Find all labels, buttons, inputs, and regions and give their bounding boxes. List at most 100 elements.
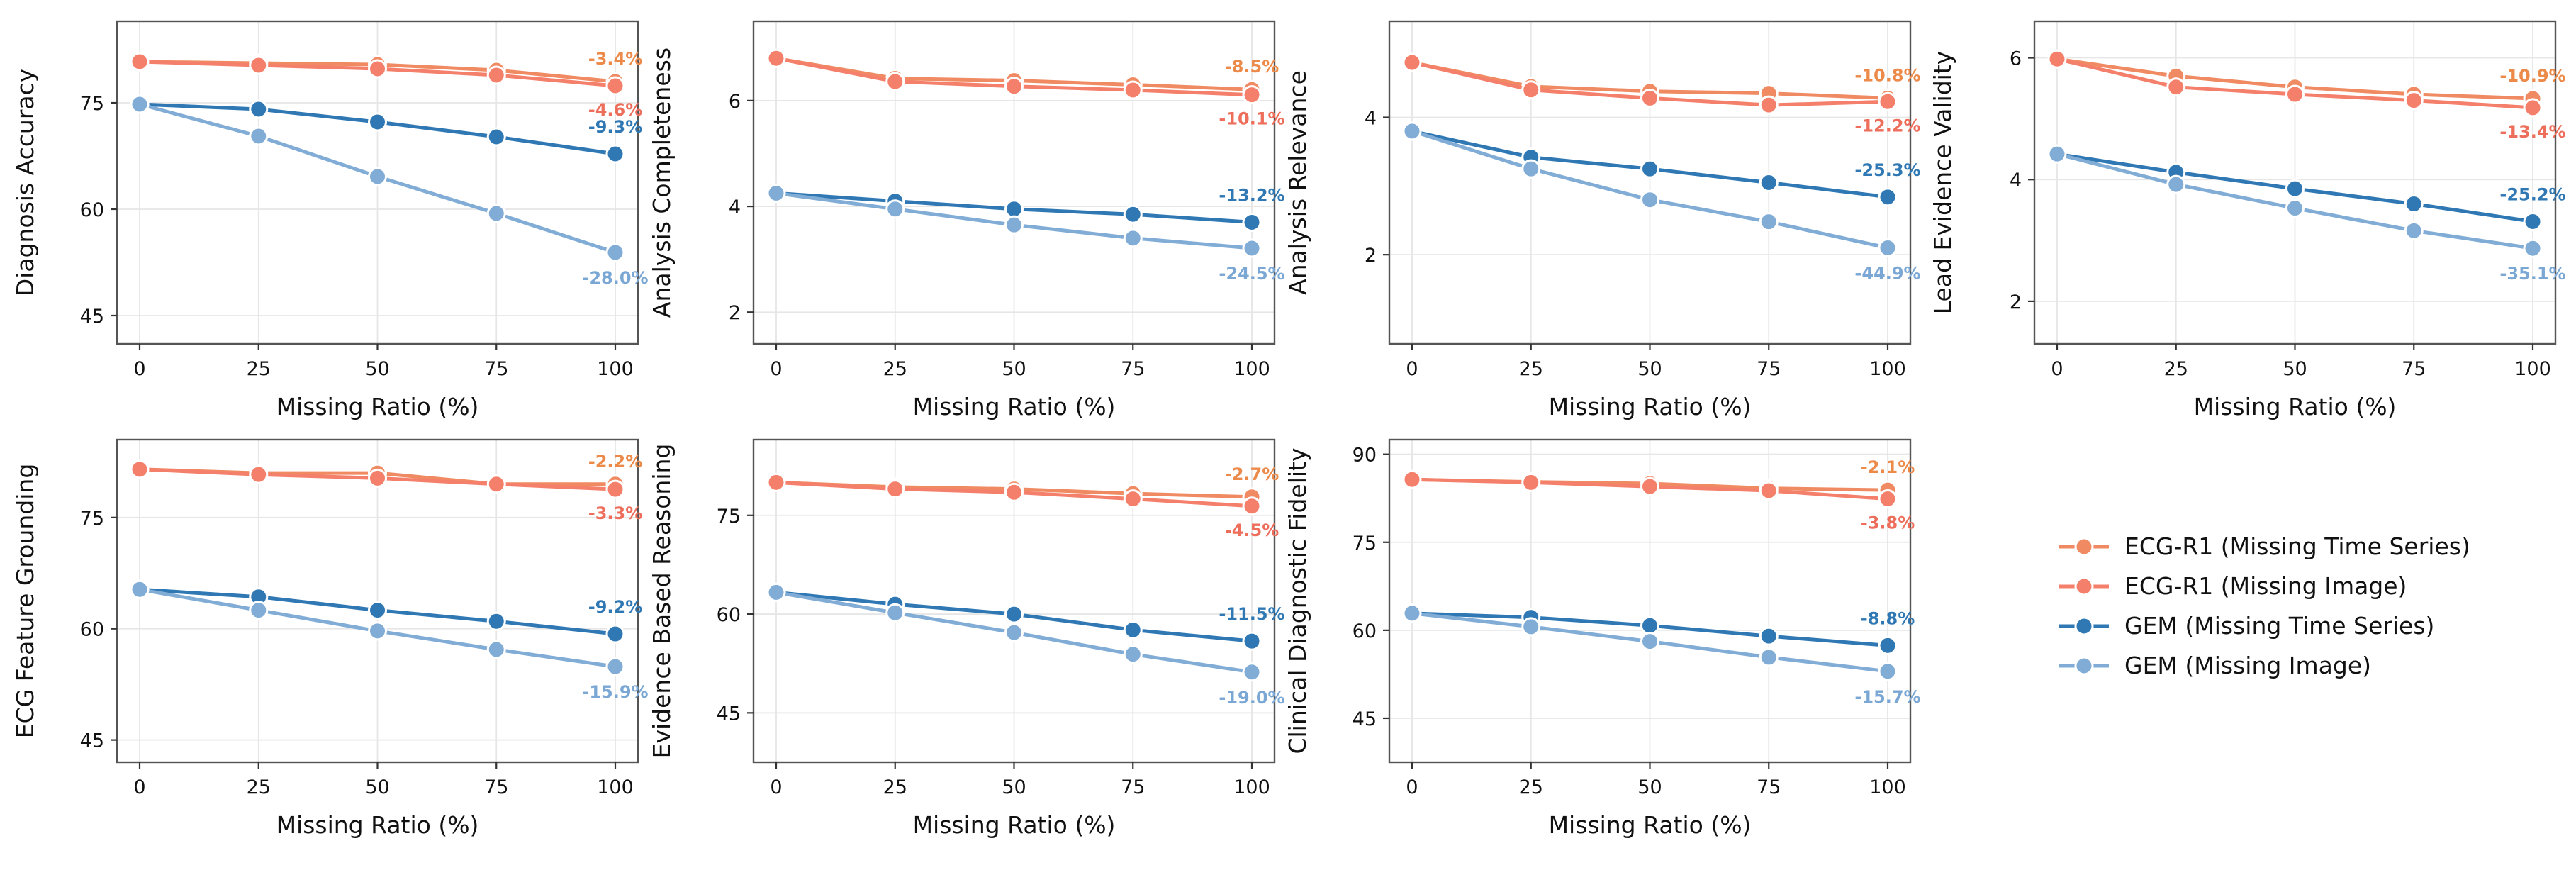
data-point: [885, 72, 905, 91]
chart-panel-analysis-completeness: 0 25 50 75 100 2 4 6 Missing Ratio (%) Analysis C…: [648, 20, 1285, 420]
chart-panel-clinical-diagnostic-fidelity: 0 25 50 75 100 45 60 75 90 Missing Ratio (%) Clini…: [1284, 438, 1921, 839]
series-ecg-r1-missing-image: [130, 459, 625, 499]
x-tick-label: 25: [883, 776, 907, 798]
x-tick-label: 100: [1233, 358, 1270, 380]
percent-change-label: -13.2%: [1219, 185, 1284, 205]
legend-item-gem-missing-image: GEM (Missing Image): [2059, 652, 2371, 679]
data-point: [1640, 159, 1659, 179]
data-point: [368, 601, 387, 620]
data-point: [1759, 626, 1779, 646]
percent-change-label: -9.2%: [588, 597, 643, 617]
x-tick-label: 0: [770, 776, 782, 798]
data-point: [2285, 179, 2305, 199]
legend-item-ecg-r1-missing-image: ECG-R1 (Missing Image): [2059, 572, 2407, 600]
y-tick-label: 45: [717, 703, 741, 725]
data-point: [2166, 77, 2186, 97]
percent-change-label: -15.7%: [1854, 687, 1920, 707]
legend-label: ECG-R1 (Missing Image): [2124, 572, 2407, 600]
data-point: [1878, 489, 1898, 509]
legend-marker: [2074, 656, 2094, 676]
series-gem-missing-image: [1402, 603, 1898, 681]
legend-item-ecg-r1-missing-time-series: ECG-R1 (Missing Time Series): [2059, 533, 2470, 560]
data-point: [1004, 77, 1024, 96]
legend-label: GEM (Missing Time Series): [2124, 612, 2434, 640]
series-gem-missing-image: [1402, 121, 1898, 257]
series-ecg-r1-missing-image: [1402, 469, 1898, 509]
data-point: [605, 657, 625, 676]
percent-change-label: -11.5%: [1219, 604, 1284, 624]
data-point: [1242, 631, 1262, 651]
x-tick-label: 75: [484, 358, 508, 380]
legend-marker: [2074, 537, 2094, 557]
data-point: [1521, 159, 1541, 179]
chart-panel-lead-evidence-validity: 0 25 50 75 100 2 4 6 Missing Ratio (%) Lead Evide…: [1929, 20, 2566, 420]
percent-change-label: -28.0%: [582, 268, 648, 288]
series-gem-missing-image: [130, 579, 625, 676]
y-axis-title: Analysis Relevance: [1284, 70, 1311, 295]
data-point: [1004, 482, 1024, 502]
data-point: [1242, 662, 1262, 682]
data-point: [249, 464, 269, 484]
x-tick-label: 0: [770, 358, 782, 380]
y-tick-label: 45: [80, 730, 104, 752]
y-tick-label: 2: [729, 302, 741, 324]
percent-change-label: -2.2%: [588, 452, 643, 472]
data-point: [130, 94, 150, 114]
y-tick-label: 60: [80, 619, 104, 641]
x-axis-title: Missing Ratio (%): [276, 811, 479, 839]
y-tick-label: 2: [2010, 291, 2022, 313]
data-point: [1402, 121, 1422, 141]
x-tick-label: 100: [1233, 776, 1270, 798]
y-tick-label: 75: [717, 506, 741, 528]
data-point: [1640, 190, 1659, 210]
percent-change-label: -3.8%: [1861, 513, 1915, 533]
x-tick-label: 25: [2164, 358, 2188, 380]
series-ecg-r1-missing-image: [2047, 49, 2543, 118]
percent-change-label: -4.5%: [1225, 520, 1279, 540]
y-tick-label: 75: [1353, 533, 1377, 554]
x-tick-label: 0: [2051, 358, 2063, 380]
percent-change-label: -13.4%: [2499, 122, 2565, 142]
x-tick-label: 50: [1002, 776, 1026, 798]
percent-change-label: -10.1%: [1219, 109, 1284, 129]
data-point: [1242, 212, 1262, 232]
data-point: [1759, 173, 1779, 192]
data-point: [1759, 647, 1779, 667]
x-tick-label: 0: [1406, 358, 1418, 380]
x-tick-label: 25: [1519, 358, 1543, 380]
x-axis-title: Missing Ratio (%): [913, 811, 1116, 839]
percent-change-label: -25.2%: [2499, 184, 2565, 204]
data-point: [486, 474, 506, 494]
x-tick-label: 100: [597, 358, 634, 380]
percent-change-label: -9.3%: [588, 117, 643, 137]
legend-label: GEM (Missing Image): [2124, 652, 2371, 679]
data-point: [1878, 187, 1898, 207]
y-tick-label: 6: [2010, 48, 2022, 70]
data-point: [1004, 215, 1024, 235]
y-tick-label: 45: [80, 306, 104, 328]
data-point: [2285, 84, 2305, 104]
percent-change-label: -35.1%: [2499, 264, 2565, 284]
data-point: [130, 579, 150, 599]
x-tick-label: 25: [883, 358, 907, 380]
x-tick-label: 100: [1869, 776, 1906, 798]
percent-change-label: -8.5%: [1225, 57, 1279, 77]
y-axis-title: Analysis Completeness: [648, 48, 676, 318]
series-ecg-r1-missing-image: [130, 52, 625, 96]
y-axis-title: Diagnosis Accuracy: [11, 69, 39, 297]
data-point: [2404, 221, 2424, 240]
y-tick-label: 6: [729, 91, 741, 113]
data-point: [766, 472, 786, 492]
x-tick-label: 50: [1637, 776, 1662, 798]
chart-panel-analysis-relevance: 0 25 50 75 100 2 4 Missing Ratio (%) Analysis Re…: [1284, 20, 1921, 420]
y-axis-title: Clinical Diagnostic Fidelity: [1284, 447, 1311, 754]
x-tick-label: 75: [2402, 358, 2426, 380]
x-tick-label: 0: [133, 776, 145, 798]
legend-marker: [2074, 576, 2094, 596]
series-ecg-r1-missing-image: [1402, 52, 1898, 115]
y-axis-title: ECG Feature Grounding: [11, 464, 39, 739]
data-point: [1640, 88, 1659, 108]
